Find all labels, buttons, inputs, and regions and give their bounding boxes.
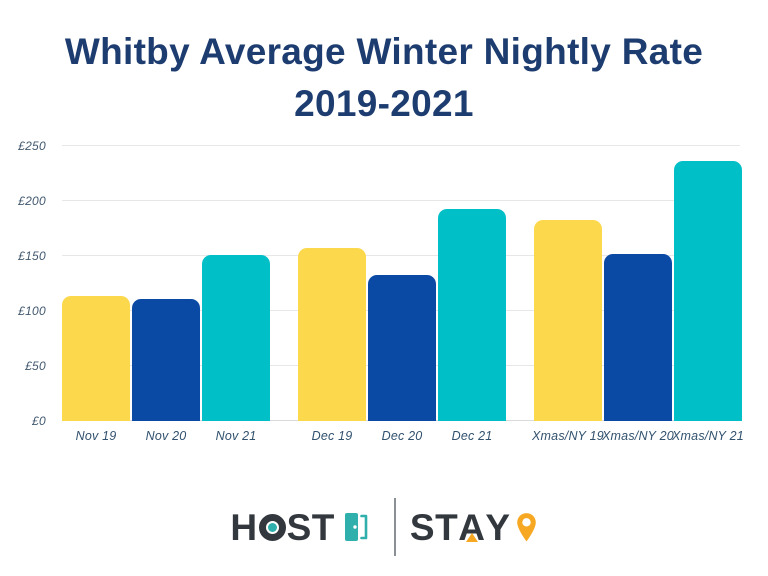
chart-title: Whitby Average Winter Nightly Rate 2019-… bbox=[0, 26, 768, 130]
logo-word-host: H ST bbox=[230, 509, 335, 546]
y-tick-label-50: £50 bbox=[25, 359, 46, 373]
logo-host-o-teal-dot bbox=[267, 522, 277, 532]
logo-host-st: ST bbox=[286, 506, 335, 548]
x-tick-label-dec-19: Dec 19 bbox=[311, 429, 353, 443]
logo-stay-a-orange-triangle bbox=[465, 532, 478, 542]
location-pin-icon bbox=[516, 512, 536, 541]
bar-xmas-ny-19 bbox=[534, 219, 602, 421]
logo-stay-st: ST bbox=[409, 506, 459, 548]
y-tick-label-150: £150 bbox=[18, 249, 46, 263]
gridline-250 bbox=[62, 145, 740, 146]
host-stay-logo: H ST ST A Y bbox=[0, 496, 768, 558]
bar-nov-21 bbox=[202, 254, 270, 421]
bar-dec-19 bbox=[298, 248, 366, 421]
x-tick-label-dec-20: Dec 20 bbox=[381, 429, 423, 443]
y-tick-label-100: £100 bbox=[18, 304, 46, 318]
chart-title-line-2: 2019-2021 bbox=[294, 83, 474, 124]
x-tick-label-nov-20: Nov 20 bbox=[145, 429, 187, 443]
x-tick-label-nov-19: Nov 19 bbox=[75, 429, 117, 443]
y-axis: £0 £50 £100 £150 £200 £250 bbox=[0, 139, 54, 428]
logo-divider-line bbox=[393, 498, 396, 556]
x-tick-label-nov-21: Nov 21 bbox=[215, 429, 257, 443]
gridline-150 bbox=[62, 255, 740, 256]
logo-word-stay: ST A Y bbox=[410, 509, 511, 546]
open-door-icon bbox=[344, 513, 368, 541]
logo-stay-y: Y bbox=[485, 506, 511, 548]
bar-xmas-ny-20 bbox=[604, 253, 672, 421]
x-tick-label-xmas-ny-19: Xmas/NY 19 bbox=[532, 429, 604, 443]
bar-xmas-ny-21 bbox=[674, 161, 742, 421]
y-tick-label-200: £200 bbox=[18, 194, 46, 208]
logo-stay-a: A bbox=[458, 509, 485, 546]
logo-host-o-ring bbox=[258, 513, 286, 541]
y-tick-label-250: £250 bbox=[18, 139, 46, 153]
x-tick-label-xmas-ny-20: Xmas/NY 20 bbox=[602, 429, 674, 443]
gridline-200 bbox=[62, 200, 740, 201]
x-tick-label-dec-21: Dec 21 bbox=[451, 429, 493, 443]
bar-nov-19 bbox=[62, 295, 130, 421]
bar-nov-20 bbox=[132, 298, 200, 421]
bar-dec-20 bbox=[368, 274, 436, 421]
bar-dec-21 bbox=[438, 208, 506, 421]
x-tick-label-xmas-ny-21: Xmas/NY 21 bbox=[672, 429, 744, 443]
y-tick-label-0: £0 bbox=[32, 414, 46, 428]
chart-title-line-1: Whitby Average Winter Nightly Rate bbox=[64, 31, 704, 72]
plot-area: Nov 19 Nov 20 Nov 21 Dec 19 Dec 20 Dec 21 Xmas… bbox=[62, 145, 744, 443]
logo-host-h: H bbox=[230, 506, 258, 548]
